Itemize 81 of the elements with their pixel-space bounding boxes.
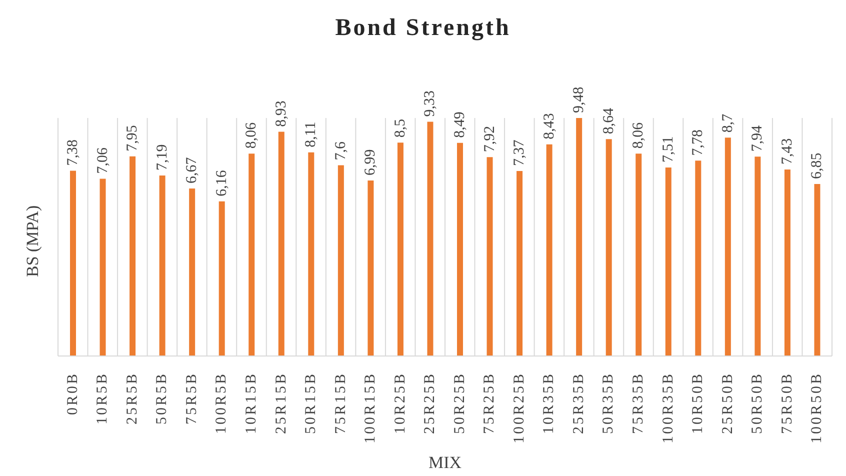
bar <box>427 122 434 356</box>
data-label: 9,33 <box>422 90 438 117</box>
x-tick-label: 10R50B <box>690 372 706 434</box>
x-tick-label: 25R5B <box>124 372 140 425</box>
data-label: 8,93 <box>273 100 290 127</box>
bar <box>368 180 374 356</box>
x-tick-label: 10R35B <box>541 372 558 434</box>
bar <box>457 142 463 356</box>
data-label: 6,67 <box>184 156 200 184</box>
data-label: 8,5 <box>392 118 408 138</box>
data-label: 7,06 <box>94 147 111 174</box>
bar <box>189 188 196 356</box>
data-label: 6,99 <box>362 149 379 176</box>
data-label: 7,19 <box>154 144 170 170</box>
data-label: 7,38 <box>65 139 81 166</box>
data-label: 7,94 <box>750 124 766 152</box>
bar <box>606 139 612 356</box>
data-label: 8,49 <box>452 112 468 138</box>
bar <box>278 132 284 356</box>
data-label: 7,95 <box>124 125 141 152</box>
x-tick-label: 75R25B <box>482 372 498 434</box>
data-label: 7,37 <box>512 139 528 166</box>
bar <box>516 170 523 356</box>
data-label: 8,43 <box>541 113 558 140</box>
x-tick-label: 50R15B <box>303 372 320 434</box>
x-tick-label: 10R15B <box>244 372 260 434</box>
data-label: 6,16 <box>214 170 230 196</box>
x-tick-label: 100R25B <box>511 372 528 444</box>
x-tick-label: 25R25B <box>422 372 438 434</box>
y-axis-title: BS (MPA) <box>23 205 42 277</box>
data-label: 7,78 <box>690 129 706 156</box>
bar <box>308 152 314 356</box>
data-label: 8,7 <box>720 113 736 133</box>
x-tick-label: 75R50B <box>779 372 796 434</box>
x-tick-label: 100R15B <box>362 372 379 444</box>
x-tick-label: 50R50B <box>750 372 766 434</box>
bar <box>814 184 820 356</box>
data-label: 7,43 <box>779 138 796 164</box>
bar <box>576 118 582 356</box>
x-tick-label: 10R5B <box>94 372 111 425</box>
x-tick-label: 50R5B <box>154 372 170 425</box>
bar <box>248 154 255 356</box>
data-label: 8,11 <box>303 122 320 148</box>
bar <box>636 154 642 356</box>
data-label: 8,06 <box>244 122 260 149</box>
data-label: 8,06 <box>630 122 647 149</box>
bar <box>130 156 136 356</box>
x-tick-label: 75R15B <box>332 372 349 434</box>
bar <box>100 178 106 356</box>
data-label: 7,6 <box>332 140 349 160</box>
x-tick-label: 25R50B <box>720 372 736 434</box>
bar <box>218 201 225 356</box>
bar <box>695 160 702 356</box>
bar <box>665 167 672 356</box>
bar <box>754 156 761 356</box>
data-label: 8,64 <box>600 107 617 134</box>
x-tick-label: 75R5B <box>184 372 200 425</box>
data-label: 7,51 <box>660 136 676 162</box>
x-tick-label: 75R35B <box>630 372 646 434</box>
x-axis-title: MIX <box>428 453 462 472</box>
bar <box>546 144 552 356</box>
x-tick-label: 100R35B <box>660 372 676 444</box>
x-tick-label: 25R35B <box>570 372 587 434</box>
x-tick-label: 100R5B <box>214 372 230 434</box>
bar <box>338 165 344 356</box>
x-tick-label: 50R25B <box>452 372 468 434</box>
bar <box>724 138 731 356</box>
chart-title: Bond Strength <box>334 14 512 43</box>
x-tick-label: 100R50B <box>809 372 826 444</box>
data-label: 7,92 <box>482 126 498 152</box>
x-tick-label: 0R0B <box>64 372 81 416</box>
x-tick-label: 10R25B <box>392 372 408 434</box>
data-label: 6,85 <box>809 152 826 180</box>
data-label: 9,48 <box>571 86 588 113</box>
x-tick-label: 50R35B <box>600 372 617 434</box>
bar <box>784 169 790 356</box>
bar <box>486 157 493 356</box>
bar <box>70 170 76 356</box>
bar <box>159 175 166 356</box>
bar <box>397 142 404 356</box>
x-tick-label: 25R15B <box>273 372 290 434</box>
